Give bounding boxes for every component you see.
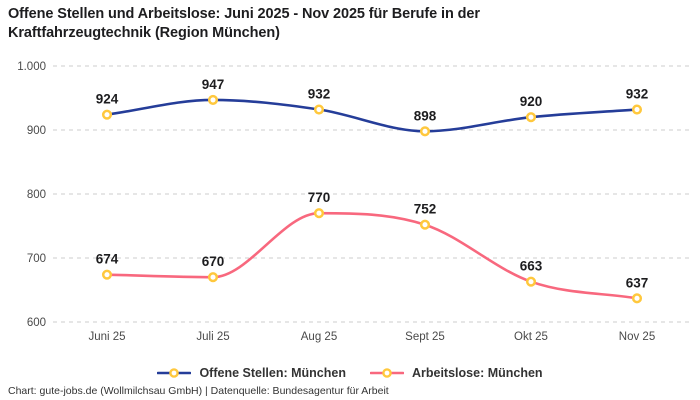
x-tick-label: Aug 25 [301,331,337,343]
series-1-point-marker [313,208,325,219]
series-1-value-label: 663 [520,259,543,274]
series-1-line [105,211,639,300]
chart-title: Offene Stellen und Arbeitslose: Juni 202… [8,5,588,43]
series-0-line [105,98,639,133]
series-0-value-label: 947 [202,77,225,92]
series-0-point-marker [525,112,537,123]
legend-item-1[interactable]: Arbeitslose: München [369,366,543,380]
series-1-point-marker [631,293,643,304]
legend-swatch-icon [157,368,192,378]
series-1-value-label: 674 [96,252,119,267]
series-1-value-label: 770 [308,190,331,205]
series-0-point-marker [207,94,219,105]
series-0-value-label: 898 [414,108,437,123]
y-tick-label: 700 [27,253,46,265]
series-1-point-marker [207,272,219,283]
chart-title-line2: Kraftfahrzeugtechnik (Region München) [8,25,280,42]
series-0-value-label: 920 [520,94,543,109]
series-1-point-marker [419,219,431,230]
series-0-point-marker [313,104,325,115]
series-0-point-marker [631,104,643,115]
y-tick-label: 900 [27,125,46,137]
series-1-point-marker [525,276,537,287]
y-tick-label: 800 [27,189,46,201]
series-1-value-label: 637 [626,275,649,290]
series-0-point-marker [101,109,113,120]
chart-source-credit: Chart: gute-jobs.de (Wollmilchsau GmbH) … [8,385,389,397]
y-tick-label: 600 [27,317,46,329]
series-1-value-label: 752 [414,202,437,217]
x-tick-label: Okt 25 [514,331,548,343]
legend-item-0[interactable]: Offene Stellen: München [157,366,346,380]
chart-legend: Offene Stellen: München Arbeitslose: Münc… [0,364,700,382]
series-0-point-marker [419,126,431,137]
legend-item-label: Arbeitslose: München [411,366,543,380]
x-tick-label: Juni 25 [88,331,125,343]
series-0-value-label: 924 [96,92,119,107]
legend-item-label: Offene Stellen: München [199,366,346,380]
series-0-value-label: 932 [626,87,649,102]
y-tick-label: 1.000 [17,61,46,73]
line-chart-svg: 1.000 900 800 700 600 Juni 25 Juli 25 Aug 25 Sep… [17,61,690,343]
chart-title-line1: Offene Stellen und Arbeitslose: Juni 202… [8,6,480,22]
series-0-value-label: 932 [308,87,331,102]
x-tick-label: Nov 25 [619,331,655,343]
series-1-point-marker [101,269,113,280]
x-tick-label: Juli 25 [196,331,229,343]
legend-swatch-icon [369,368,404,378]
series-1-value-label: 670 [202,254,225,269]
x-tick-label: Sept 25 [405,331,445,343]
